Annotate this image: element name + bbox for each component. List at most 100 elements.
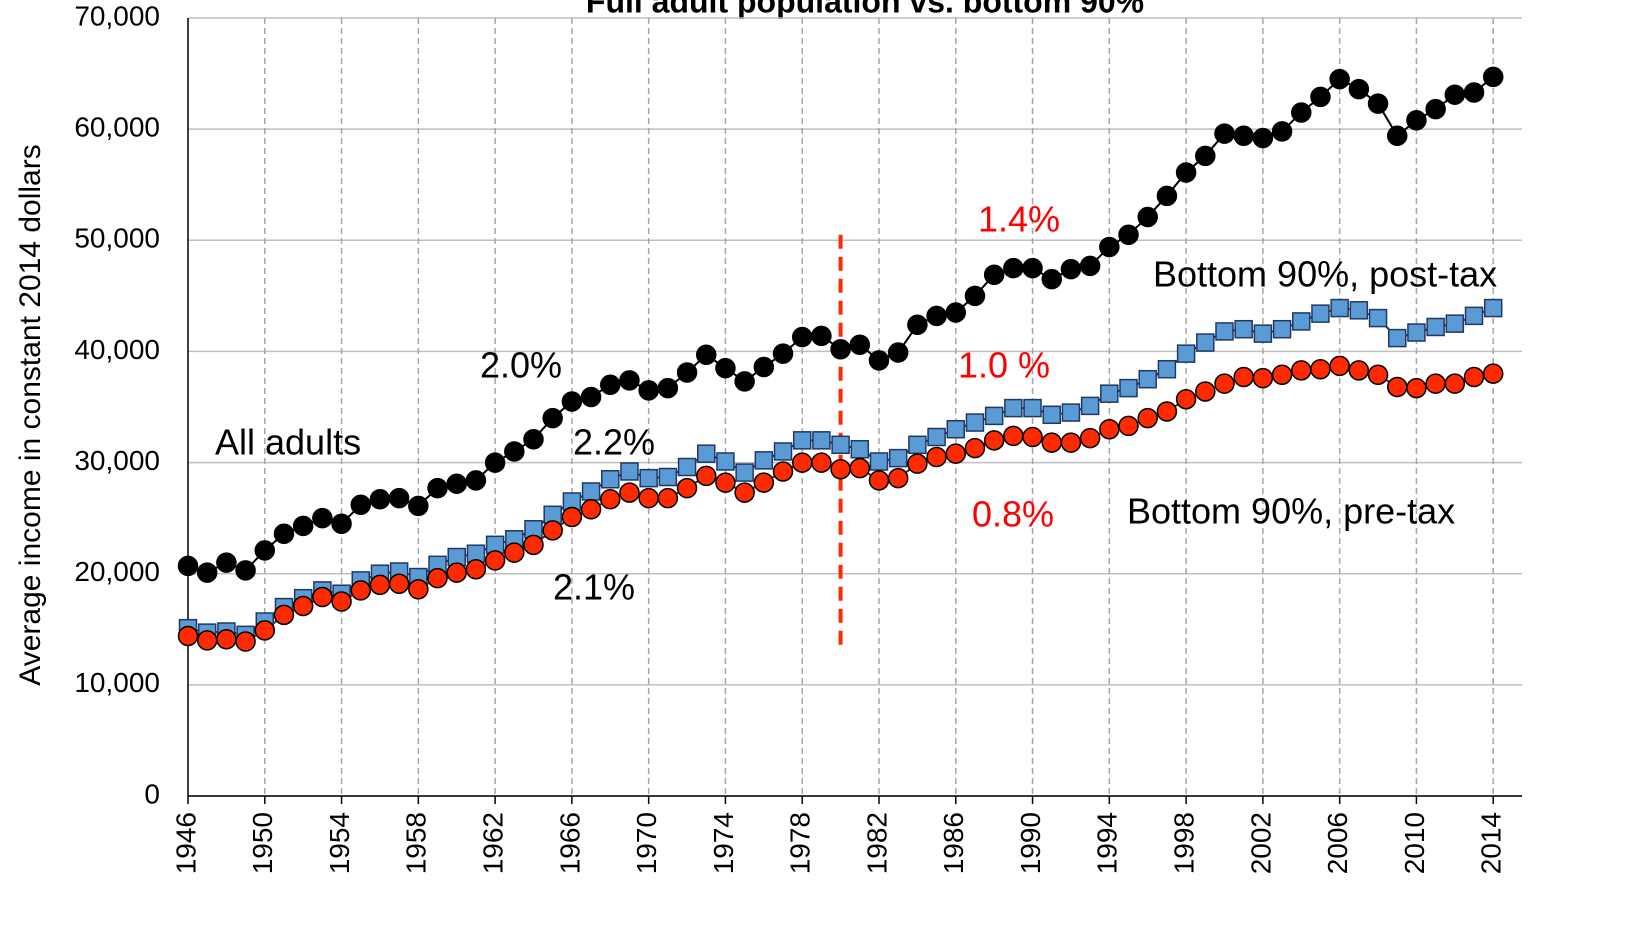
- marker: [639, 468, 658, 488]
- y-tick-label: 40,000: [74, 334, 160, 365]
- marker: [1119, 378, 1138, 398]
- marker: [1406, 377, 1427, 399]
- annotation: 2.2%: [573, 422, 655, 463]
- marker: [657, 487, 679, 509]
- marker: [715, 472, 736, 493]
- marker: [1003, 257, 1024, 279]
- marker: [1406, 110, 1427, 131]
- marker: [331, 591, 352, 612]
- marker: [561, 506, 583, 528]
- marker: [1445, 314, 1465, 333]
- annotation: 1.0 %: [958, 345, 1050, 386]
- marker: [1100, 384, 1119, 403]
- marker: [830, 338, 851, 360]
- marker: [657, 377, 679, 399]
- marker: [561, 391, 583, 412]
- marker: [1060, 432, 1082, 453]
- marker: [811, 325, 832, 347]
- marker: [1444, 84, 1466, 105]
- marker: [927, 427, 946, 447]
- marker: [620, 462, 639, 481]
- marker: [1367, 364, 1389, 386]
- marker: [695, 465, 717, 487]
- series-label: Bottom 90%, pre-tax: [1127, 491, 1455, 532]
- marker: [1023, 398, 1042, 418]
- marker: [716, 452, 735, 471]
- marker: [542, 407, 563, 429]
- x-tick-label: 1978: [785, 812, 816, 874]
- y-axis-label: Average income in constant 2014 dollars: [14, 144, 47, 685]
- annotation: 1.4%: [978, 199, 1060, 240]
- marker: [945, 443, 967, 464]
- y-tick-label: 70,000: [74, 0, 160, 31]
- x-tick-label: 1974: [708, 812, 739, 874]
- x-tick-label: 1970: [631, 812, 662, 874]
- marker: [1482, 66, 1504, 88]
- marker: [676, 362, 698, 383]
- marker: [1464, 306, 1484, 326]
- marker: [1292, 312, 1311, 331]
- marker: [427, 477, 448, 499]
- marker: [350, 580, 371, 601]
- marker: [734, 371, 755, 392]
- marker: [1022, 257, 1043, 279]
- x-tick-label: 2006: [1322, 812, 1353, 874]
- marker: [1157, 359, 1177, 379]
- y-tick-label: 30,000: [74, 445, 160, 476]
- marker: [1041, 432, 1062, 453]
- marker: [1004, 398, 1023, 418]
- x-tick-label: 1998: [1168, 812, 1199, 874]
- marker: [1271, 121, 1293, 142]
- marker: [1099, 418, 1120, 440]
- marker: [1252, 367, 1274, 389]
- marker: [1310, 86, 1331, 108]
- marker: [1329, 68, 1350, 90]
- marker: [292, 595, 314, 617]
- marker: [1233, 125, 1254, 147]
- marker: [1330, 298, 1349, 318]
- marker: [1311, 304, 1330, 323]
- marker: [427, 567, 448, 589]
- marker: [312, 586, 333, 608]
- y-tick-label: 50,000: [74, 223, 160, 254]
- marker: [1253, 324, 1273, 343]
- marker: [1215, 322, 1234, 341]
- annotation: 2.0%: [480, 345, 562, 386]
- marker: [868, 350, 890, 371]
- x-tick-label: 1994: [1092, 812, 1123, 874]
- marker: [715, 357, 736, 379]
- marker: [581, 482, 601, 501]
- marker: [868, 470, 890, 491]
- marker: [196, 562, 218, 583]
- marker: [235, 560, 256, 581]
- series-label: All adults: [215, 422, 361, 463]
- marker: [908, 435, 927, 455]
- marker: [1175, 388, 1197, 410]
- marker: [792, 431, 812, 450]
- marker: [1386, 125, 1408, 147]
- x-tick-label: 1962: [477, 812, 508, 874]
- marker: [1195, 145, 1216, 167]
- marker: [658, 467, 678, 487]
- marker: [465, 559, 487, 580]
- marker: [350, 494, 371, 516]
- marker: [791, 452, 813, 473]
- x-tick-label: 1990: [1015, 812, 1046, 874]
- marker: [1118, 415, 1139, 437]
- marker: [1042, 405, 1061, 425]
- marker: [850, 439, 870, 459]
- marker: [1483, 298, 1503, 318]
- marker: [1348, 78, 1370, 100]
- marker: [926, 446, 947, 468]
- marker: [1348, 360, 1370, 381]
- marker: [1196, 333, 1215, 352]
- marker: [1329, 355, 1350, 377]
- x-tick-label: 1946: [170, 812, 201, 874]
- marker: [1175, 162, 1197, 183]
- marker: [1426, 317, 1445, 337]
- marker: [772, 461, 794, 482]
- marker: [638, 487, 659, 509]
- marker: [580, 386, 602, 408]
- marker: [1425, 373, 1446, 394]
- marker: [1060, 258, 1082, 280]
